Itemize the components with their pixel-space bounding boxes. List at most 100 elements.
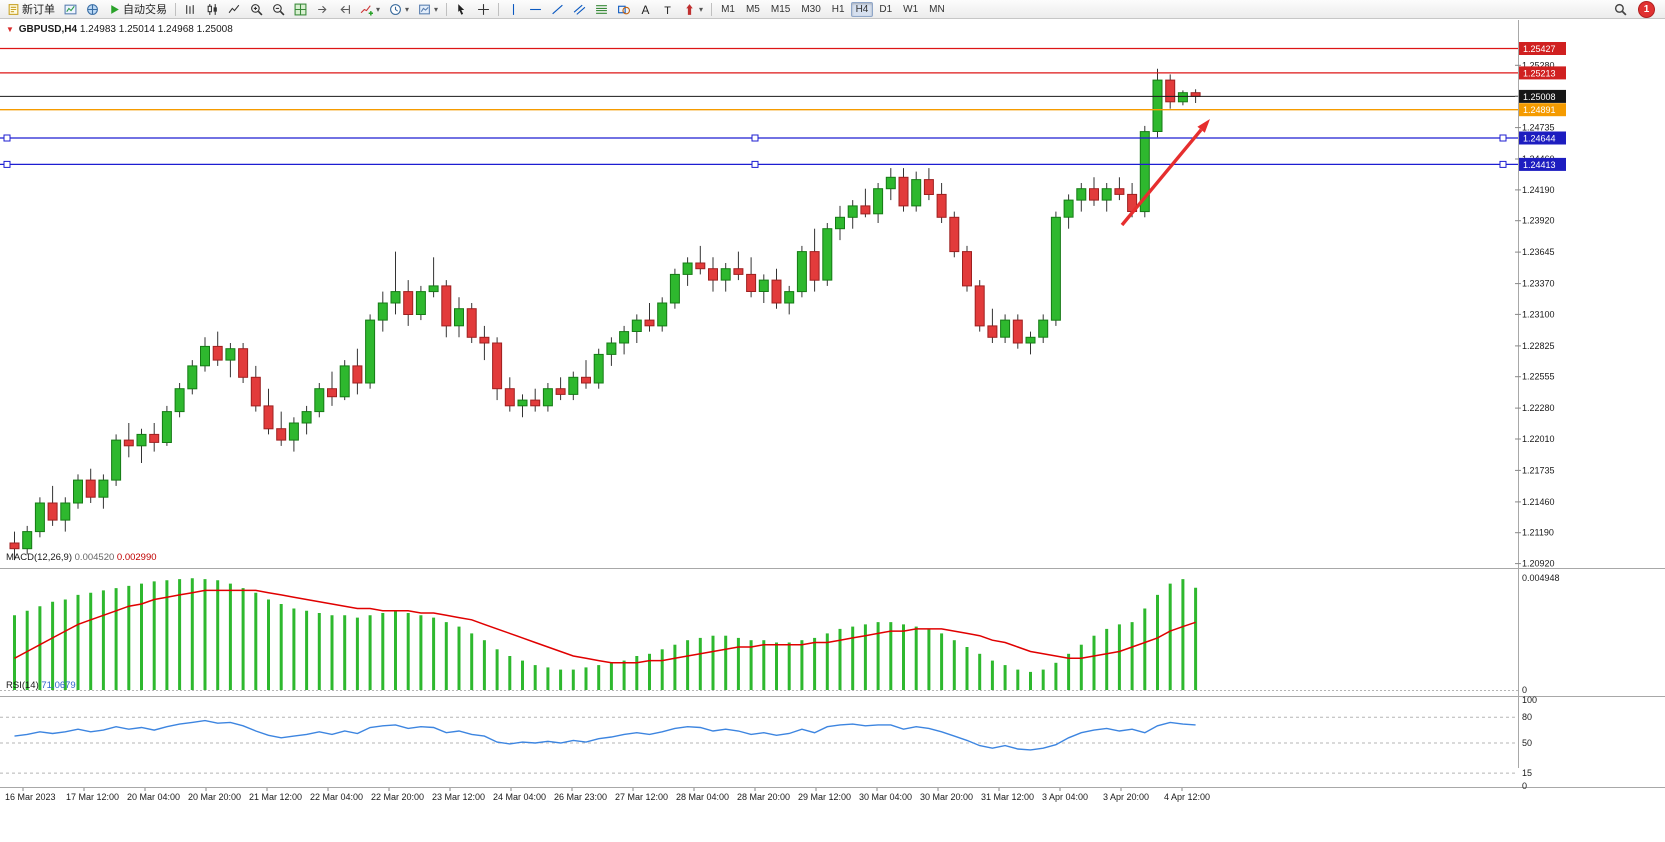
- svg-text:0: 0: [1522, 781, 1527, 791]
- new-order-button[interactable]: 新订单: [3, 1, 59, 18]
- search-button[interactable]: [1610, 1, 1631, 18]
- svg-text:1.21460: 1.21460: [1522, 497, 1555, 507]
- new-order-button-label: 新订单: [22, 4, 55, 16]
- autotrading-button-label: 自动交易: [123, 4, 167, 16]
- svg-text:0: 0: [1522, 685, 1527, 695]
- svg-text:1.23370: 1.23370: [1522, 279, 1555, 289]
- chart-shift-button[interactable]: [334, 1, 355, 18]
- line-chart-type-button[interactable]: [224, 1, 245, 18]
- svg-text:3 Apr 04:00: 3 Apr 04:00: [1042, 792, 1088, 802]
- svg-text:0.004948: 0.004948: [1522, 573, 1560, 583]
- periods-button[interactable]: ▾: [385, 1, 413, 18]
- chart-window-button[interactable]: [60, 1, 81, 18]
- timeframe-m15-button[interactable]: M15: [766, 2, 795, 17]
- svg-text:1.21190: 1.21190: [1522, 528, 1554, 538]
- svg-text:30 Mar 20:00: 30 Mar 20:00: [920, 792, 973, 802]
- zoom-out-icon: [272, 3, 285, 16]
- hline-icon: [529, 3, 542, 16]
- zoom-in-icon: [250, 3, 263, 16]
- svg-text:80: 80: [1522, 712, 1532, 722]
- trendline-button[interactable]: [547, 1, 568, 18]
- arrow-object[interactable]: [1120, 119, 1210, 227]
- zoom-out-button[interactable]: [268, 1, 289, 18]
- shapes-icon: [617, 3, 631, 16]
- globe-icon: [86, 3, 99, 16]
- indicator-icon: [360, 3, 373, 16]
- svg-text:26 Mar 23:00: 26 Mar 23:00: [554, 792, 607, 802]
- svg-text:1.25427: 1.25427: [1523, 44, 1556, 54]
- channel-icon: [573, 3, 586, 16]
- time-axis: 16 Mar 2023 17 Mar 12:00 20 Mar 04:00 20 Ma…: [5, 788, 1210, 802]
- svg-text:24 Mar 04:00: 24 Mar 04:00: [493, 792, 546, 802]
- play-icon: [108, 3, 121, 16]
- svg-text:1.22280: 1.22280: [1522, 403, 1555, 413]
- cursor-button[interactable]: [451, 1, 472, 18]
- crosshair-icon: [477, 3, 490, 16]
- dropdown-arrow-icon: ▾: [434, 4, 439, 14]
- text-button[interactable]: A: [635, 1, 656, 18]
- horizontal-lines-layer[interactable]: [0, 47, 1518, 168]
- svg-text:15: 15: [1522, 768, 1532, 778]
- svg-text:29 Mar 12:00: 29 Mar 12:00: [798, 792, 851, 802]
- line-icon: [228, 3, 241, 16]
- svg-text:1.24644: 1.24644: [1523, 134, 1556, 144]
- svg-text:50: 50: [1522, 738, 1532, 748]
- fibonacci-button[interactable]: [591, 1, 612, 18]
- timeframe-m1-button[interactable]: M1: [716, 2, 740, 17]
- price-chart[interactable]: 1.252801.250101.247351.244601.241901.239…: [0, 19, 1665, 842]
- crosshair-button[interactable]: [473, 1, 494, 18]
- candle-icon: [206, 3, 219, 16]
- timeframe-h1-button[interactable]: H1: [827, 2, 850, 17]
- toolbar-separator: [175, 2, 176, 16]
- arrows-button[interactable]: ▾: [679, 1, 707, 18]
- panel-separators: [0, 20, 1665, 788]
- dropdown-arrow-icon: ▾: [405, 4, 410, 14]
- autotrading-button[interactable]: 自动交易: [104, 1, 171, 18]
- clock-icon: [389, 3, 402, 16]
- shapes-button[interactable]: [613, 1, 634, 18]
- svg-text:1.23645: 1.23645: [1522, 247, 1555, 257]
- cursor-icon: [455, 3, 468, 16]
- magnifier-icon: [1614, 3, 1627, 16]
- indicators-button[interactable]: ▾: [356, 1, 384, 18]
- svg-text:1.24413: 1.24413: [1523, 160, 1556, 170]
- timeframe-w1-button[interactable]: W1: [898, 2, 923, 17]
- label-button[interactable]: T: [657, 1, 678, 18]
- channel-button[interactable]: [569, 1, 590, 18]
- tile-windows-button[interactable]: [290, 1, 311, 18]
- notification-badge[interactable]: 1: [1638, 0, 1655, 18]
- svg-text:1.23100: 1.23100: [1522, 309, 1555, 319]
- bar-chart-type-button[interactable]: [180, 1, 201, 18]
- svg-text:17 Mar 12:00: 17 Mar 12:00: [66, 792, 119, 802]
- vertical-line-button[interactable]: [503, 1, 524, 18]
- timeframe-m30-button[interactable]: M30: [796, 2, 825, 17]
- candlestick-chart-type-button[interactable]: [202, 1, 223, 18]
- timeframe-m5-button[interactable]: M5: [741, 2, 765, 17]
- chart-icon: [64, 3, 77, 16]
- dropdown-arrow-icon: ▾: [376, 4, 381, 14]
- svg-text:1.25280: 1.25280: [1522, 60, 1555, 70]
- timeframe-h4-button[interactable]: H4: [850, 1, 874, 17]
- svg-text:1.24735: 1.24735: [1522, 123, 1555, 133]
- trendline-icon: [551, 3, 564, 16]
- profiles-button[interactable]: [82, 1, 103, 18]
- horizontal-line-button[interactable]: [525, 1, 546, 18]
- timeframe-mn-button[interactable]: MN: [924, 2, 950, 17]
- toolbar-separator: [711, 2, 713, 16]
- toolbar-separator: [498, 2, 500, 16]
- svg-text:1.24891: 1.24891: [1523, 105, 1556, 115]
- fibo-icon: [595, 3, 608, 16]
- zoom-in-button[interactable]: [246, 1, 267, 18]
- svg-text:1.24190: 1.24190: [1522, 185, 1555, 195]
- template-icon: [418, 3, 431, 16]
- svg-text:4 Apr 12:00: 4 Apr 12:00: [1164, 792, 1210, 802]
- svg-text:1.23920: 1.23920: [1522, 216, 1555, 226]
- timeframe-d1-button[interactable]: D1: [874, 2, 897, 17]
- auto-scroll-button[interactable]: [312, 1, 333, 18]
- svg-text:28 Mar 20:00: 28 Mar 20:00: [737, 792, 790, 802]
- macd-panel: 0.004948 0: [0, 573, 1560, 695]
- shift-icon: [338, 3, 351, 16]
- templates-button[interactable]: ▾: [414, 1, 442, 18]
- rsi-panel: 100 80 50 15 0: [0, 695, 1537, 791]
